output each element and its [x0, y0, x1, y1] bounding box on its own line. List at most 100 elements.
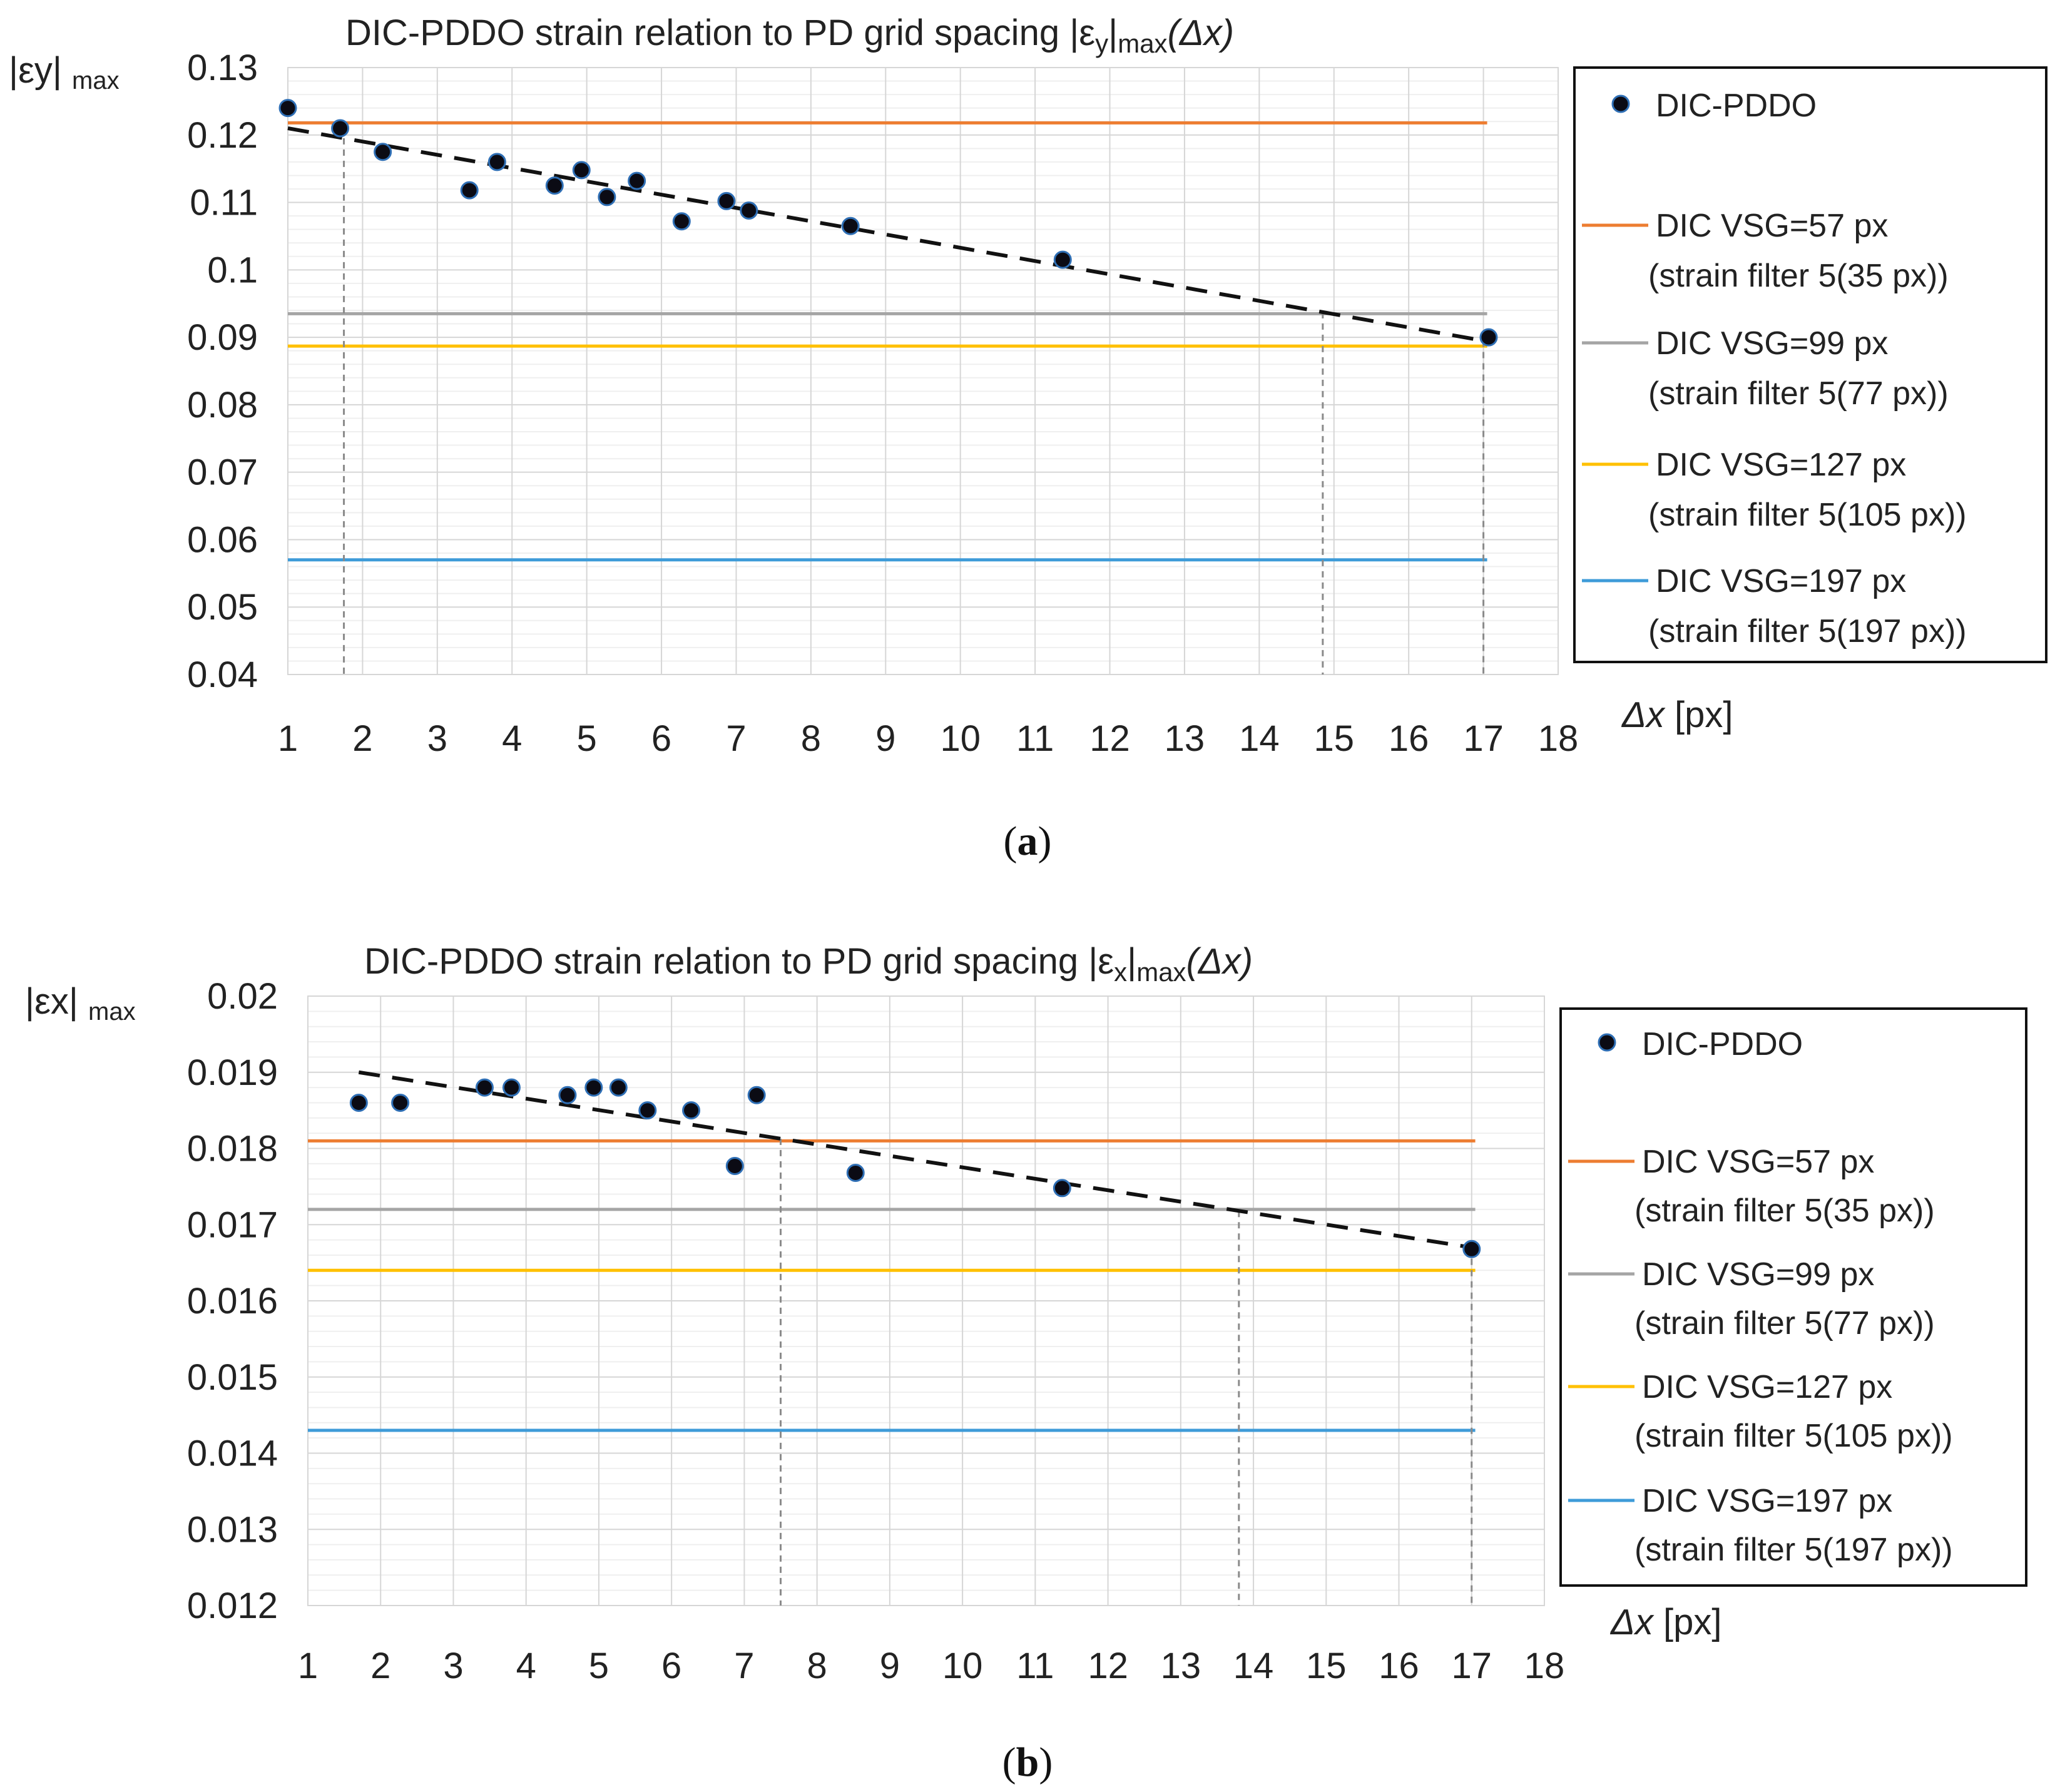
- legend-label-line2: (strain filter 5(35 px)): [1634, 1193, 1935, 1229]
- data-point: [672, 212, 691, 231]
- x-tick-label: 2: [352, 718, 372, 759]
- y-tick-label: 0.02: [207, 976, 278, 1017]
- legend-label-line2: (strain filter 5(197 px)): [1648, 613, 1967, 649]
- legend-label-points: DIC-PDDO: [1656, 88, 1817, 124]
- y-tick-label: 0.09: [187, 317, 258, 358]
- data-point: [572, 161, 591, 180]
- data-point: [475, 1078, 494, 1097]
- y-tick-label: 0.07: [187, 452, 258, 493]
- data-point: [1479, 328, 1498, 347]
- x-tick-label: 7: [726, 718, 746, 759]
- panel-label: (a): [1004, 818, 1052, 864]
- data-point: [841, 216, 860, 235]
- data-point: [331, 119, 350, 138]
- y-tick-label: 0.017: [187, 1204, 278, 1245]
- legend: DIC-PDDO DIC VSG=57 px (strain filter 5(35…: [1573, 66, 2047, 663]
- y-tick-label: 0.12: [187, 115, 258, 156]
- data-point: [502, 1078, 521, 1097]
- x-tick-label: 7: [734, 1646, 754, 1686]
- chart-a: 0.04 0.05 0.06 0.07 0.08 0.09 0.1 0.11 0.12 0.13 1…: [9, 13, 2047, 864]
- y-tick-label: 0.016: [187, 1281, 278, 1321]
- legend-box: [1573, 66, 2047, 663]
- data-point: [725, 1157, 744, 1176]
- y-tick-label: 0.1: [207, 250, 258, 290]
- legend-box: [1559, 1007, 2027, 1587]
- legend-label-line1: DIC VSG=127 px: [1642, 1369, 1892, 1405]
- x-tick-label: 15: [1306, 1646, 1347, 1686]
- y-tick-label: 0.019: [187, 1052, 278, 1093]
- data-point: [558, 1086, 577, 1104]
- y-tick-label: 0.13: [187, 48, 258, 88]
- legend-label-points: DIC-PDDO: [1642, 1026, 1803, 1062]
- x-tick-label: 16: [1389, 718, 1429, 759]
- x-tick-label: 4: [516, 1646, 536, 1686]
- x-tick-label: 6: [651, 718, 671, 759]
- chart-b: 0.012 0.013 0.014 0.015 0.016 0.017 0.018 0.019…: [25, 941, 2027, 1785]
- data-point: [1462, 1240, 1481, 1258]
- panel-label: (b): [1002, 1739, 1053, 1785]
- data-point: [740, 201, 758, 220]
- legend-label-line2: (strain filter 5(105 px)): [1648, 497, 1967, 533]
- x-tick-label: 10: [940, 718, 981, 759]
- x-axis-label: Δx [px]: [1621, 695, 1733, 735]
- x-tick-label: 1: [298, 1646, 318, 1686]
- y-axis-label: |εy| max: [9, 50, 120, 94]
- x-tick-label: 2: [370, 1646, 390, 1686]
- data-point: [374, 143, 392, 161]
- y-tick-label: 0.11: [190, 183, 258, 223]
- chart-title: DIC-PDDO strain relation to PD grid spac…: [364, 941, 1253, 987]
- data-point: [598, 188, 616, 206]
- y-tick-label: 0.04: [187, 654, 258, 695]
- x-tick-label: 16: [1379, 1646, 1419, 1686]
- x-tick-label: 12: [1088, 1646, 1128, 1686]
- x-tick-label: 8: [807, 1646, 827, 1686]
- data-point: [628, 171, 646, 190]
- x-tick-label: 17: [1463, 718, 1504, 759]
- trend-line: [358, 1070, 1472, 1250]
- x-tick-label: 4: [502, 718, 522, 759]
- legend: DIC-PDDO DIC VSG=57 px (strain filter 5(35…: [1559, 1007, 2027, 1587]
- x-tick-label: 3: [427, 718, 447, 759]
- legend-marker-points: [1598, 1033, 1616, 1052]
- legend-marker-points: [1611, 94, 1630, 113]
- data-point: [545, 176, 564, 195]
- x-tick-label: 14: [1233, 1646, 1274, 1686]
- legend-label-line2: (strain filter 5(105 px)): [1634, 1418, 1953, 1454]
- x-tick-label: 9: [880, 1646, 900, 1686]
- y-tick-label: 0.013: [187, 1509, 278, 1550]
- x-tick-label: 18: [1524, 1646, 1565, 1686]
- data-point: [487, 153, 506, 171]
- x-tick-label: 17: [1452, 1646, 1492, 1686]
- x-tick-label: 3: [443, 1646, 463, 1686]
- x-tick-label: 13: [1161, 1646, 1201, 1686]
- legend-label-line1: DIC VSG=99 px: [1642, 1256, 1874, 1293]
- x-tick-label: 11: [1016, 1646, 1054, 1686]
- y-tick-label: 0.018: [187, 1129, 278, 1169]
- x-tick-label: 5: [589, 1646, 609, 1686]
- data-point: [609, 1078, 628, 1097]
- data-point: [349, 1093, 368, 1112]
- y-tick-label: 0.015: [187, 1357, 278, 1398]
- legend-label-line1: DIC VSG=57 px: [1642, 1144, 1874, 1180]
- legend-label-line1: DIC VSG=197 px: [1642, 1483, 1892, 1519]
- data-point: [278, 99, 297, 118]
- plot-area: [287, 67, 1559, 675]
- legend-label-line1: DIC VSG=127 px: [1656, 447, 1906, 483]
- x-tick-label: 9: [875, 718, 895, 759]
- x-tick-label: 14: [1239, 718, 1280, 759]
- data-point: [391, 1093, 410, 1112]
- y-tick-label: 0.06: [187, 519, 258, 560]
- data-point: [1053, 250, 1072, 269]
- data-point: [747, 1086, 766, 1104]
- y-tick-label: 0.05: [187, 587, 258, 628]
- x-tick-label: 10: [942, 1646, 983, 1686]
- x-tick-label: 11: [1016, 718, 1054, 759]
- legend-label-line2: (strain filter 5(77 px)): [1634, 1305, 1935, 1341]
- x-tick-label: 15: [1314, 718, 1355, 759]
- data-point: [846, 1163, 865, 1182]
- legend-label-line1: DIC VSG=197 px: [1656, 563, 1906, 599]
- x-tick-label: 5: [577, 718, 597, 759]
- data-point: [682, 1101, 701, 1120]
- x-tick-label: 8: [801, 718, 821, 759]
